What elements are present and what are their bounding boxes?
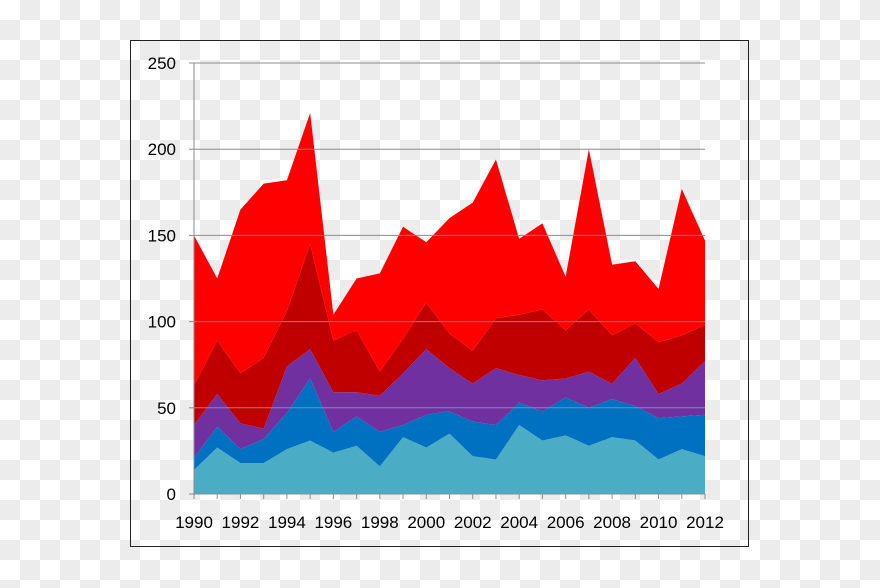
y-tick-label: 200 bbox=[148, 140, 176, 159]
x-tick-label: 1996 bbox=[314, 513, 352, 532]
x-tick-label: 1990 bbox=[175, 513, 213, 532]
y-tick-label: 0 bbox=[167, 485, 176, 504]
area-series-1 bbox=[194, 425, 705, 494]
axes bbox=[189, 62, 706, 499]
area-series-3 bbox=[194, 349, 705, 458]
x-tick-label: 2004 bbox=[500, 513, 538, 532]
x-tick-label: 2002 bbox=[454, 513, 492, 532]
x-tick-label: 1992 bbox=[222, 513, 260, 532]
x-tick-label: 1998 bbox=[361, 513, 399, 532]
area-series-4 bbox=[194, 244, 705, 429]
x-tick-label: 2008 bbox=[593, 513, 631, 532]
x-tick-label: 2010 bbox=[640, 513, 678, 532]
y-tick-label: 100 bbox=[148, 313, 176, 332]
area-series-2 bbox=[194, 378, 705, 470]
x-tick-labels: 1990 1992 1994 1996 1998 2000 2002 2004 2006 2008… bbox=[175, 513, 724, 532]
y-tick-labels: 0 50 100 150 200 250 bbox=[148, 54, 176, 504]
area-series-5 bbox=[194, 112, 705, 386]
x-tick-label: 2006 bbox=[547, 513, 585, 532]
x-tick-label: 2012 bbox=[686, 513, 724, 532]
areas bbox=[194, 112, 705, 494]
y-tick-label: 250 bbox=[148, 54, 176, 73]
gridlines bbox=[194, 62, 705, 409]
y-tick-label: 50 bbox=[157, 399, 176, 418]
x-tick-label: 1994 bbox=[268, 513, 306, 532]
y-tick-label: 150 bbox=[148, 226, 176, 245]
chart-frame bbox=[130, 40, 749, 547]
x-tick-label: 2000 bbox=[407, 513, 445, 532]
